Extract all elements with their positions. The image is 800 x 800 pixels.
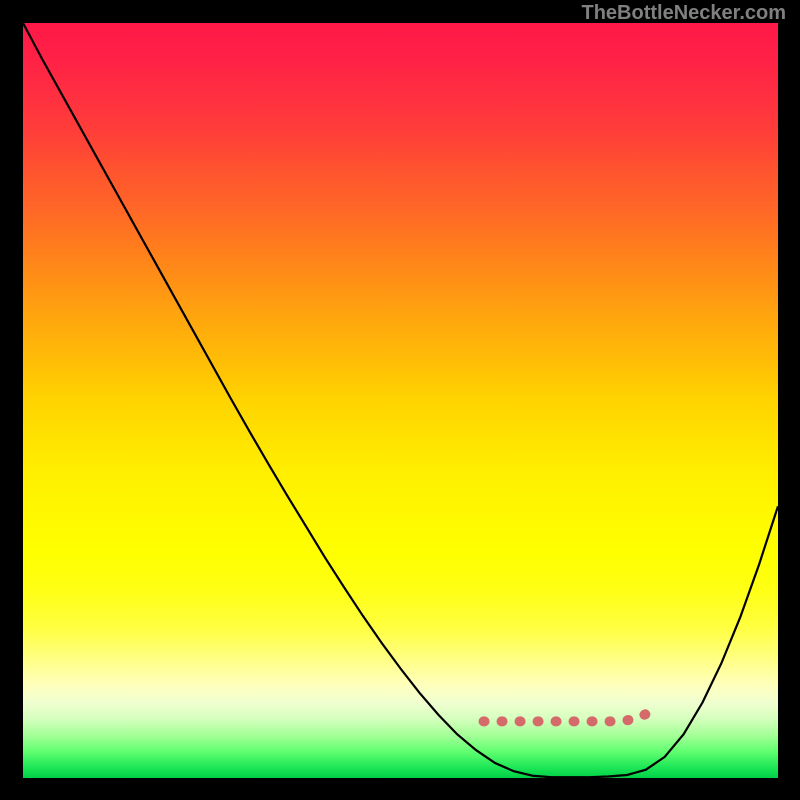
plot-area (23, 23, 778, 778)
valley-dotted-band (484, 713, 649, 721)
chart-stage: TheBottleNecker.com (0, 0, 800, 800)
watermark-text: TheBottleNecker.com (581, 2, 786, 25)
bottleneck-curve (23, 23, 778, 777)
plot-curves (23, 23, 778, 778)
